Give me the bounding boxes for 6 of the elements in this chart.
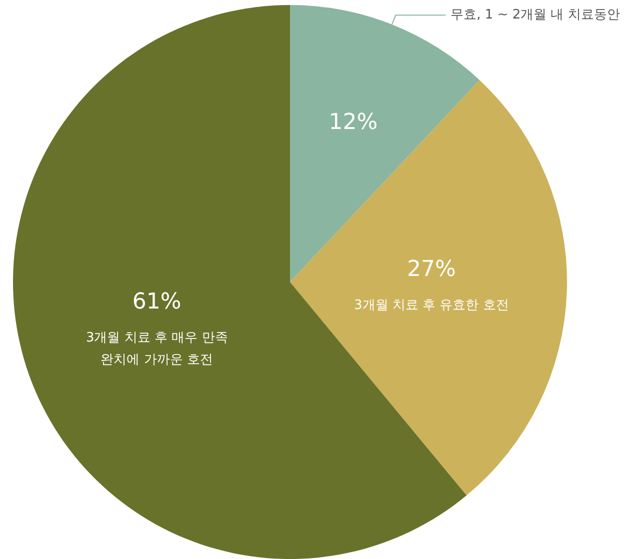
slice-label: 무효, 1 ~ 2개월 내 치료동안 [450,8,620,23]
slice-label: 3개월 치료 후 유효한 호전 [354,298,509,313]
data-label: 27% [406,256,456,282]
data-label: 61% [132,289,182,314]
data-label: 12% [328,110,378,135]
slice-label: 3개월 치료 후 매우 만족 완치에 가까운 호전 [86,330,228,368]
